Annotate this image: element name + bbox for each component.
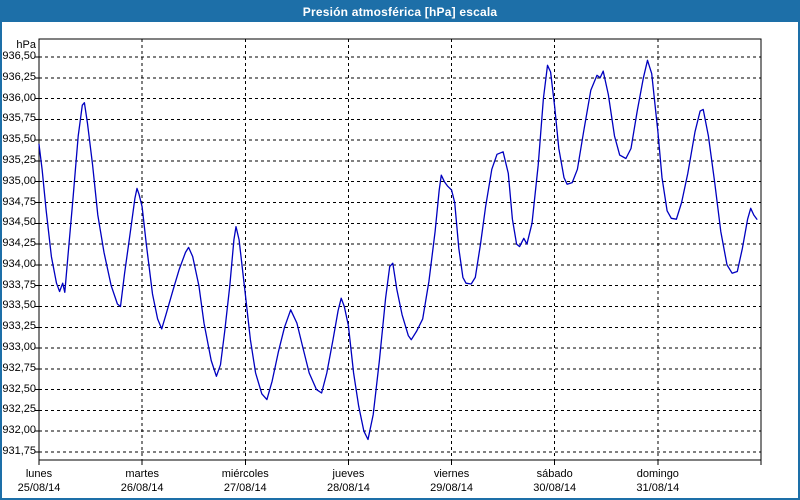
plot-border bbox=[38, 38, 762, 461]
x-axis-day-label: lunes 25/08/14 bbox=[2, 468, 84, 494]
day-name-label: miércoles bbox=[221, 468, 269, 480]
day-name-label: lunes bbox=[25, 468, 53, 480]
y-axis-tick-label: 935,00 bbox=[2, 174, 36, 187]
title-bar: Presión atmosférica [hPa] escala bbox=[2, 2, 798, 22]
x-axis-day-label: sábado 30/08/14 bbox=[510, 468, 600, 494]
day-date-label: 29/08/14 bbox=[430, 482, 473, 494]
y-axis-tick-label: 932,75 bbox=[2, 361, 36, 374]
day-name-label: viernes bbox=[433, 468, 470, 480]
y-axis-tick-label: 934,00 bbox=[2, 257, 36, 270]
y-axis-tick-label: 932,25 bbox=[2, 403, 36, 416]
pressure-line bbox=[38, 59, 758, 441]
day-date-label: 25/08/14 bbox=[17, 482, 61, 494]
page-title: Presión atmosférica [hPa] escala bbox=[302, 5, 498, 19]
y-axis-tick-label: 933,75 bbox=[2, 278, 36, 291]
y-axis-tick-label: 934,25 bbox=[2, 237, 36, 250]
y-axis-tick-label: 935,25 bbox=[2, 153, 36, 166]
y-axis-tick-label: 936,25 bbox=[2, 70, 36, 83]
x-axis-day-label: martes 26/08/14 bbox=[97, 468, 187, 494]
y-axis-tick-label: 932,50 bbox=[2, 382, 36, 395]
y-axis-tick-label: 936,00 bbox=[2, 91, 36, 104]
y-axis-tick-label: 933,00 bbox=[2, 341, 36, 354]
day-date-label: 28/08/14 bbox=[327, 482, 370, 494]
y-axis-tick-label: 933,25 bbox=[2, 320, 36, 333]
day-date-label: 26/08/14 bbox=[120, 482, 164, 494]
y-axis-tick-label: 932,00 bbox=[2, 424, 36, 437]
x-axis-day-label: domingo 31/08/14 bbox=[613, 468, 703, 494]
y-axis-tick-label: 935,50 bbox=[2, 133, 36, 146]
y-axis-tick-label: 933,50 bbox=[2, 299, 36, 312]
y-axis-tick-label: 935,75 bbox=[2, 112, 36, 125]
day-date-label: 31/08/14 bbox=[636, 482, 680, 494]
x-axis-day-label: miércoles 27/08/14 bbox=[200, 468, 290, 494]
day-name-label: martes bbox=[125, 468, 159, 480]
day-date-label: 30/08/14 bbox=[533, 482, 577, 494]
day-name-label: sábado bbox=[536, 468, 573, 480]
y-axis-tick-label: 934,50 bbox=[2, 216, 36, 229]
day-name-label: jueves bbox=[332, 468, 365, 480]
x-axis-day-label: jueves 28/08/14 bbox=[303, 468, 393, 494]
y-axis-tick-label: 934,75 bbox=[2, 195, 36, 208]
x-axis-day-label: viernes 29/08/14 bbox=[407, 468, 497, 494]
day-name-label: domingo bbox=[636, 468, 679, 480]
y-axis-unit-label: hPa bbox=[16, 39, 36, 51]
y-axis-tick-label: 931,75 bbox=[2, 445, 36, 457]
y-axis-tick-label: 936,50 bbox=[2, 50, 36, 62]
day-date-label: 27/08/14 bbox=[223, 482, 267, 494]
